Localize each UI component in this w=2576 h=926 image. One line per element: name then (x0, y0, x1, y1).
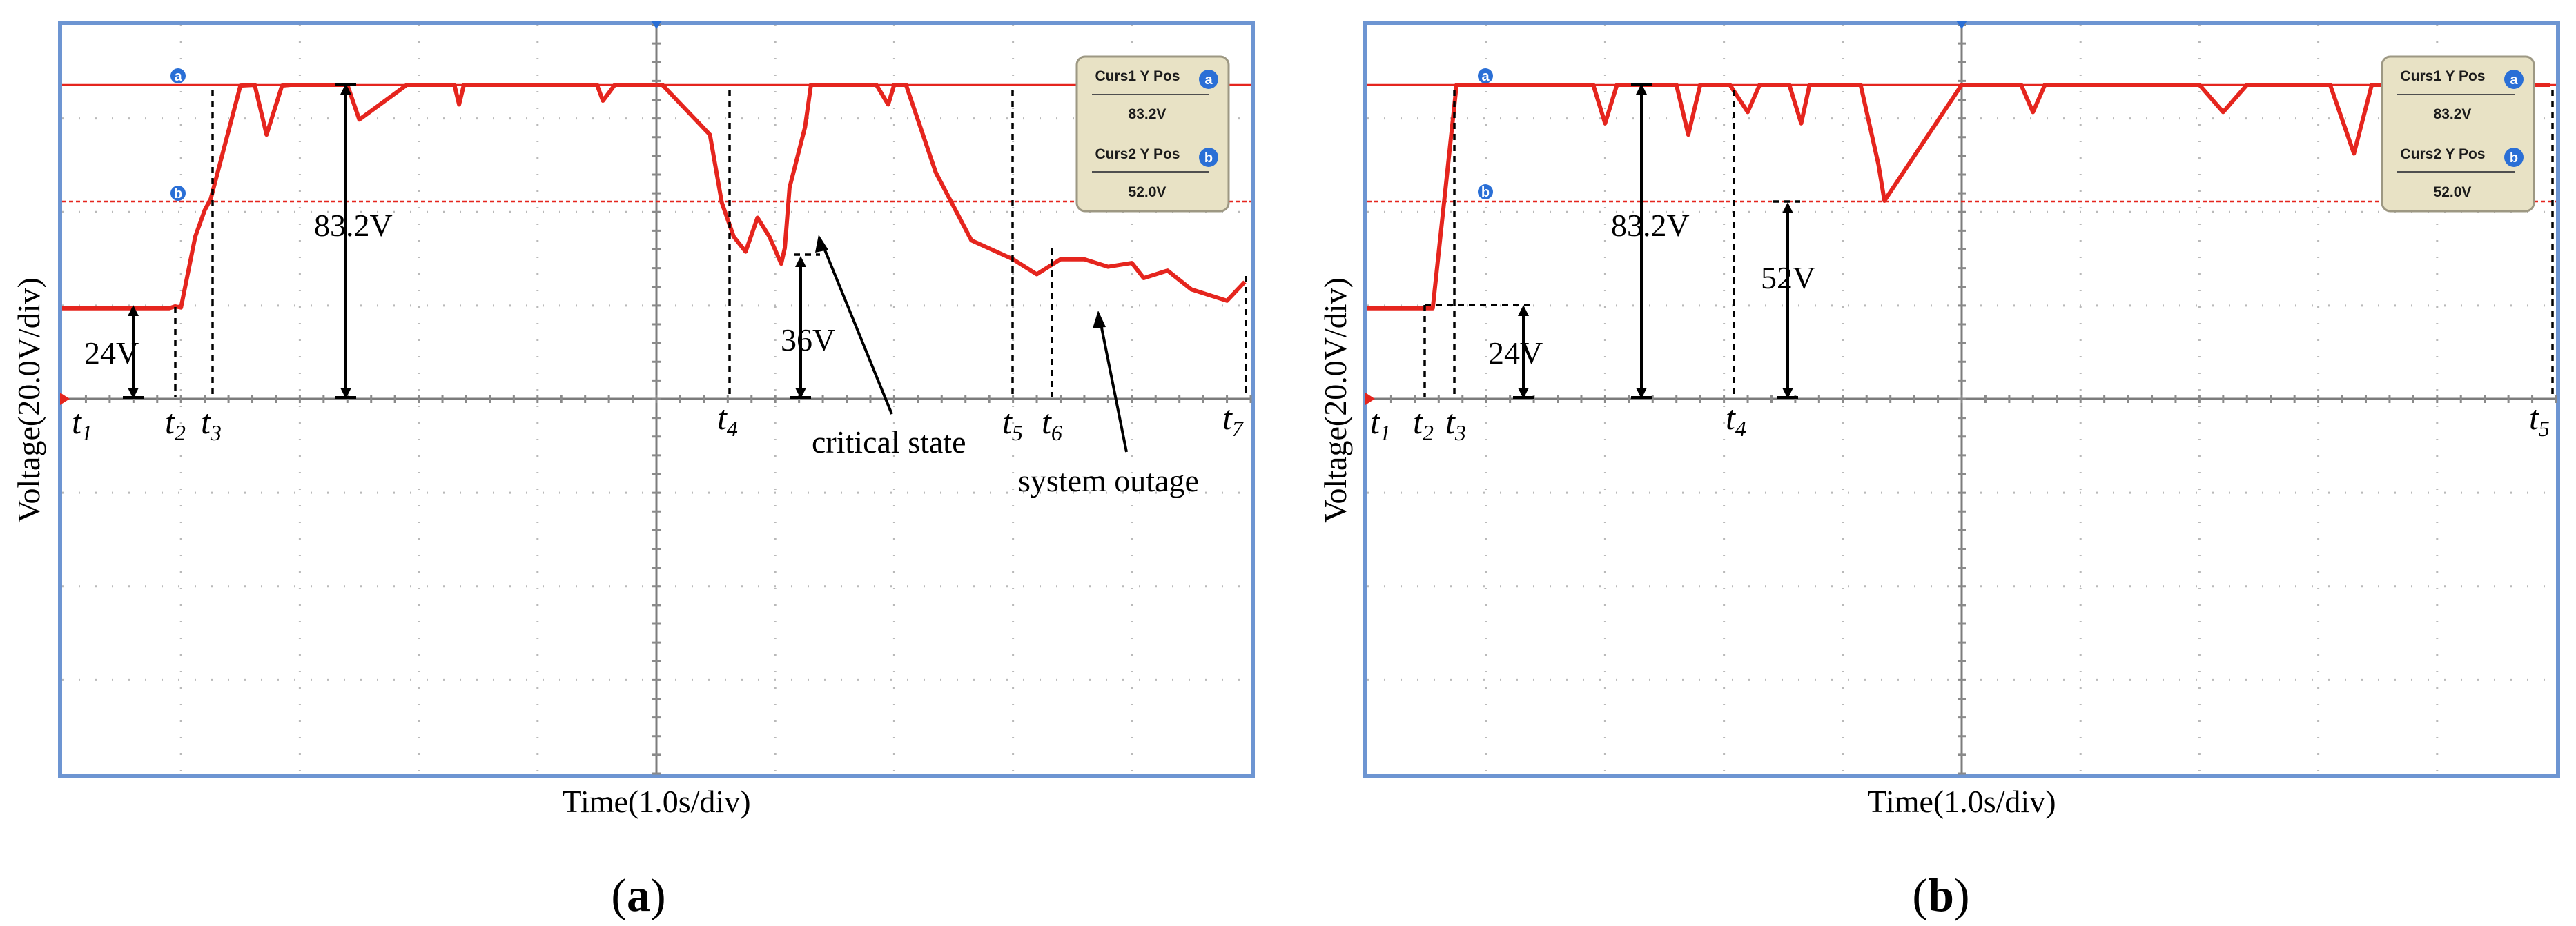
panel-a-outage-arrow (1099, 320, 1128, 453)
panel-b-curs1-badge (2504, 70, 2524, 89)
panel-b-curs1-value: 83.2V (2434, 106, 2472, 122)
panel-a-curs2-value: 52.0V (1129, 184, 1167, 200)
panel-a-curs2-badge-text: b (1204, 150, 1213, 166)
panel-b-cursor2-badge (1478, 184, 1493, 199)
panel-a-cursor1-badge (170, 68, 186, 83)
panel-a-36v-arrowhead-bottom (795, 388, 806, 399)
panel-a-curs1-label: Curs1 Y Pos (1095, 68, 1180, 84)
panel-a-label: (a) (611, 869, 665, 921)
panel-a-trigger-marker (651, 21, 662, 29)
panel-a-83v-arrowhead-top (340, 83, 351, 95)
panel-b-t5-label: t5 (2529, 398, 2550, 441)
panel-b-voltage-trace (1367, 83, 2550, 311)
panel-a-t2-label: t2 (165, 402, 186, 445)
panel-a-36v-label: 36V (781, 322, 835, 357)
panel-a-critical-arrowhead (815, 235, 828, 253)
panel-a-curs1-value: 83.2V (1129, 106, 1167, 122)
panel-b-curs1-badge-text: a (2510, 72, 2518, 88)
panel-b-ground-marker (1365, 393, 1375, 405)
panel-a-system-outage-label: system outage (1018, 463, 1199, 498)
panel-b-24v-arrowhead-bottom (1518, 388, 1529, 399)
panel-b-83v-arrowhead-top (1636, 83, 1647, 95)
panel-a-24v-arrowhead-top (128, 305, 139, 316)
panel-b-t3-label: t3 (1445, 402, 1466, 445)
panel-a-t6-label: t6 (1042, 402, 1062, 445)
panel-b-24v-arrowhead-top (1518, 305, 1529, 316)
panel-b-oscilloscope: a b 24V 83.2V 52V t1 t2 t3 t4 t5 (1318, 21, 2560, 921)
panel-a-curs2-label: Curs2 Y Pos (1095, 146, 1180, 162)
panel-b-curs2-value: 52.0V (2434, 184, 2472, 200)
panel-a-voltage-trace (62, 83, 1247, 311)
panel-b-curs2-badge-text: b (2510, 150, 2518, 166)
panel-b-label: (b) (1912, 869, 1969, 921)
panel-a-cursor1-badge-label: a (174, 69, 182, 84)
panel-a-cursor2-badge-label: b (174, 186, 182, 201)
panel-a-ground-marker (60, 393, 70, 405)
panel-b-cursor1-badge-label: a (1481, 69, 1490, 84)
panel-a-critical-arrow (821, 244, 893, 415)
panel-a-t4-label: t4 (717, 398, 738, 441)
panel-b-t1-label: t1 (1370, 402, 1391, 445)
panel-b-curs2-badge (2504, 148, 2524, 167)
panel-b-curs2-label: Curs2 Y Pos (2401, 146, 2486, 162)
panel-a-36v-arrowhead-top (795, 256, 806, 267)
panel-b-curs1-label: Curs1 Y Pos (2401, 68, 2486, 84)
panel-b-trigger-marker (1956, 21, 1967, 29)
panel-b-y-axis-label: Voltage(20.0V/div) (1318, 277, 1353, 523)
panel-a-curs1-badge (1199, 70, 1218, 89)
panel-a-24v-label: 24V (84, 335, 139, 371)
panel-b-52v-arrowhead-bottom (1782, 388, 1793, 399)
panel-b-52v-arrowhead-top (1782, 202, 1793, 213)
panel-b-t4-label: t4 (1726, 398, 1746, 441)
panel-a-curs1-badge-text: a (1204, 72, 1213, 88)
panel-a-83v-arrowhead-bottom (340, 388, 351, 399)
panel-b-x-axis-label: Time(1.0s/div) (1867, 784, 2056, 819)
panel-a-t1-label: t1 (72, 402, 92, 445)
panel-a-curs2-badge (1199, 148, 1218, 167)
panel-a-y-axis-label: Voltage(20.0V/div) (11, 277, 46, 523)
panel-b-ticks (1366, 23, 2557, 775)
panel-a-oscilloscope: a b 24V 83.2V 36V critical s (11, 21, 1255, 921)
panel-a-cursor2-badge (170, 186, 186, 201)
panel-a-cursor-readout: Curs1 Y Pos a 83.2V Curs2 Y Pos b 52.0V (1075, 55, 1230, 213)
panel-a-t3-label: t3 (201, 402, 222, 445)
panel-a-t5-label: t5 (1002, 402, 1023, 445)
panel-a-t7-label: t7 (1222, 398, 1245, 441)
panel-b-83v-arrowhead-bottom (1636, 388, 1647, 399)
panel-b-t2-label: t2 (1413, 402, 1434, 445)
panel-a-24v-arrowhead-bottom (128, 388, 139, 399)
panel-a-critical-state-label: critical state (812, 424, 966, 460)
panel-b-83v-label: 83.2V (1611, 208, 1690, 243)
panel-b-cursor-readout: Curs1 Y Pos a 83.2V Curs2 Y Pos b 52.0V (2381, 55, 2535, 213)
panel-a-83v-label: 83.2V (314, 208, 393, 243)
panel-b-cursor1-badge (1478, 68, 1493, 83)
panel-a-x-axis-label: Time(1.0s/div) (562, 784, 750, 819)
panel-b-24v-label: 24V (1488, 335, 1543, 371)
panel-b-cursor2-badge-label: b (1481, 185, 1490, 200)
panel-a-outage-arrowhead (1093, 311, 1106, 328)
panel-b-52v-label: 52V (1761, 260, 1815, 295)
